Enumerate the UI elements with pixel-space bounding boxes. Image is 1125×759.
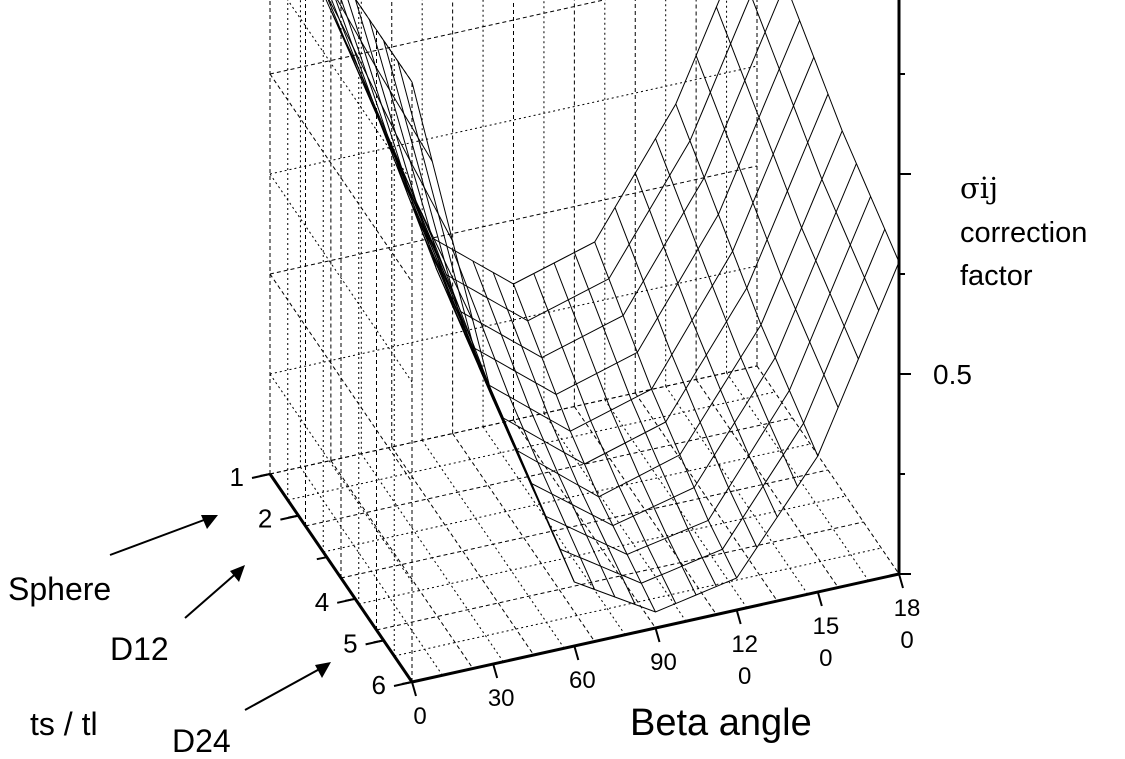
x-axis-tick-label-line: 60 <box>569 667 596 694</box>
arrow-d24-head <box>315 662 331 678</box>
surface-line-ts <box>347 0 829 465</box>
surface-line-beta <box>452 249 596 590</box>
back-wall-gridline-z <box>269 165 758 275</box>
surface-line-beta <box>492 272 636 605</box>
x-axis-tick-label: 60 <box>569 667 596 694</box>
floor-gridline-beta <box>604 399 748 609</box>
floor-gridline-ts <box>340 469 829 579</box>
y-axis-minor-tick <box>401 681 413 685</box>
x-axis-tick <box>654 627 661 643</box>
y-axis-title: ts / tl <box>30 706 98 742</box>
surface-line-ts <box>340 0 815 432</box>
plot-floor <box>269 365 900 683</box>
x-axis-tick <box>816 591 823 607</box>
x-axis-tick-label-line: 15 <box>812 613 839 640</box>
x-axis-tick-label: 18 0 <box>894 595 921 654</box>
arrow-d24 <box>244 665 326 711</box>
floor-gridline-ts <box>323 443 811 553</box>
surface-line-beta <box>513 283 656 613</box>
surface-line-beta <box>573 252 717 587</box>
x-axis-tick <box>492 663 499 679</box>
floor-gridline-beta <box>665 385 809 595</box>
x-axis-tick-label: 15 0 <box>812 613 839 672</box>
surface-line-ts <box>335 0 801 395</box>
floor-gridline-beta <box>513 419 656 629</box>
surface-mesh <box>325 0 900 613</box>
surface-line-beta <box>634 172 778 518</box>
x-axis-tick-label-line: 90 <box>650 649 677 676</box>
axes: 0306090120150180124561.00.5 <box>230 0 972 730</box>
back-wall-gridline-z <box>269 65 758 175</box>
surface-line-ts <box>331 0 780 359</box>
x-axis-tick-label-line: 12 <box>731 631 758 658</box>
arrow-sphere <box>109 516 213 556</box>
annotation-d12: D12 <box>110 631 169 667</box>
floor-gridline-ts <box>269 365 758 475</box>
x-axis-tick <box>411 681 417 697</box>
x-axis-tick-label-line: 0 <box>413 703 426 730</box>
annotation-d24: D24 <box>172 723 231 759</box>
surface-line-ts <box>355 0 843 498</box>
floor-gridline-beta <box>391 446 535 656</box>
z-axis-tick-label: 0.5 <box>933 359 972 390</box>
surface-line-ts <box>327 0 750 322</box>
y-axis-minor-tick <box>259 473 271 477</box>
surface-line-beta <box>695 55 839 408</box>
z-axis-title-line-3: factor <box>960 260 1033 292</box>
surface-line-beta <box>431 237 575 583</box>
annotation-sphere: Sphere <box>8 571 111 607</box>
z-axis-title-line-1: σij <box>960 171 998 205</box>
floor-gridline-ts <box>394 547 882 657</box>
x-axis-title: Beta angle <box>630 702 812 744</box>
x-axis-tick-label: 0 <box>413 703 426 730</box>
x-axis-tick <box>898 573 904 589</box>
y-axis-minor-tick <box>316 556 327 561</box>
floor-gridline-ts <box>358 495 846 605</box>
floor-gridline-ts <box>376 521 864 631</box>
y-axis-minor-tick <box>288 514 299 519</box>
x-axis-tick-label-line: 0 <box>819 645 832 672</box>
x-axis-tick <box>735 609 742 625</box>
surface-line-beta <box>715 6 859 360</box>
surface-line-beta <box>355 0 413 83</box>
x-axis-tick-label: 12 0 <box>731 631 758 690</box>
x-axis-tick-label-line: 18 <box>894 595 921 622</box>
floor-gridline-beta <box>726 372 869 582</box>
arrow-d12 <box>184 569 241 619</box>
surface-line-ts <box>383 40 872 555</box>
y-axis-tick-label: 4 <box>315 587 329 617</box>
back-wall-gridline-z <box>269 265 758 375</box>
x-axis-tick-label-line: 0 <box>900 627 913 654</box>
x-axis-tick-label: 90 <box>650 649 677 676</box>
y-axis-minor-tick <box>373 639 384 644</box>
surface-line-ts <box>397 61 886 584</box>
y-axis-line <box>268 473 414 683</box>
y-axis-tick-label: 1 <box>230 462 244 492</box>
arrow-sphere-head <box>201 515 218 529</box>
floor-gridline-ts <box>305 417 793 527</box>
y-axis-tick-label: 2 <box>258 504 272 534</box>
y-axis-minor-tick <box>345 597 356 602</box>
x-axis-tick-label-line: 30 <box>488 685 515 712</box>
surface-line-beta <box>791 0 900 263</box>
x-axis-tick-label: 30 <box>488 685 515 712</box>
surface-line-ts <box>411 81 900 613</box>
z-axis-title: σij correction factor <box>960 171 1087 292</box>
arrow-d12-head <box>230 565 245 582</box>
floor-gridline-ts <box>287 391 775 501</box>
y-axis-tick-label: 6 <box>372 670 386 700</box>
y-axis-tick-label: 5 <box>343 628 357 658</box>
x-axis-tick-label-line: 0 <box>738 663 751 690</box>
surface-line-beta <box>752 0 880 311</box>
left-wall-gridline-z <box>269 173 413 383</box>
annotations: Sphere D12 D24 <box>8 515 331 759</box>
x-axis-tick <box>573 645 580 661</box>
z-axis-title-line-2: correction <box>960 217 1087 249</box>
surface-line-ts <box>368 19 857 527</box>
